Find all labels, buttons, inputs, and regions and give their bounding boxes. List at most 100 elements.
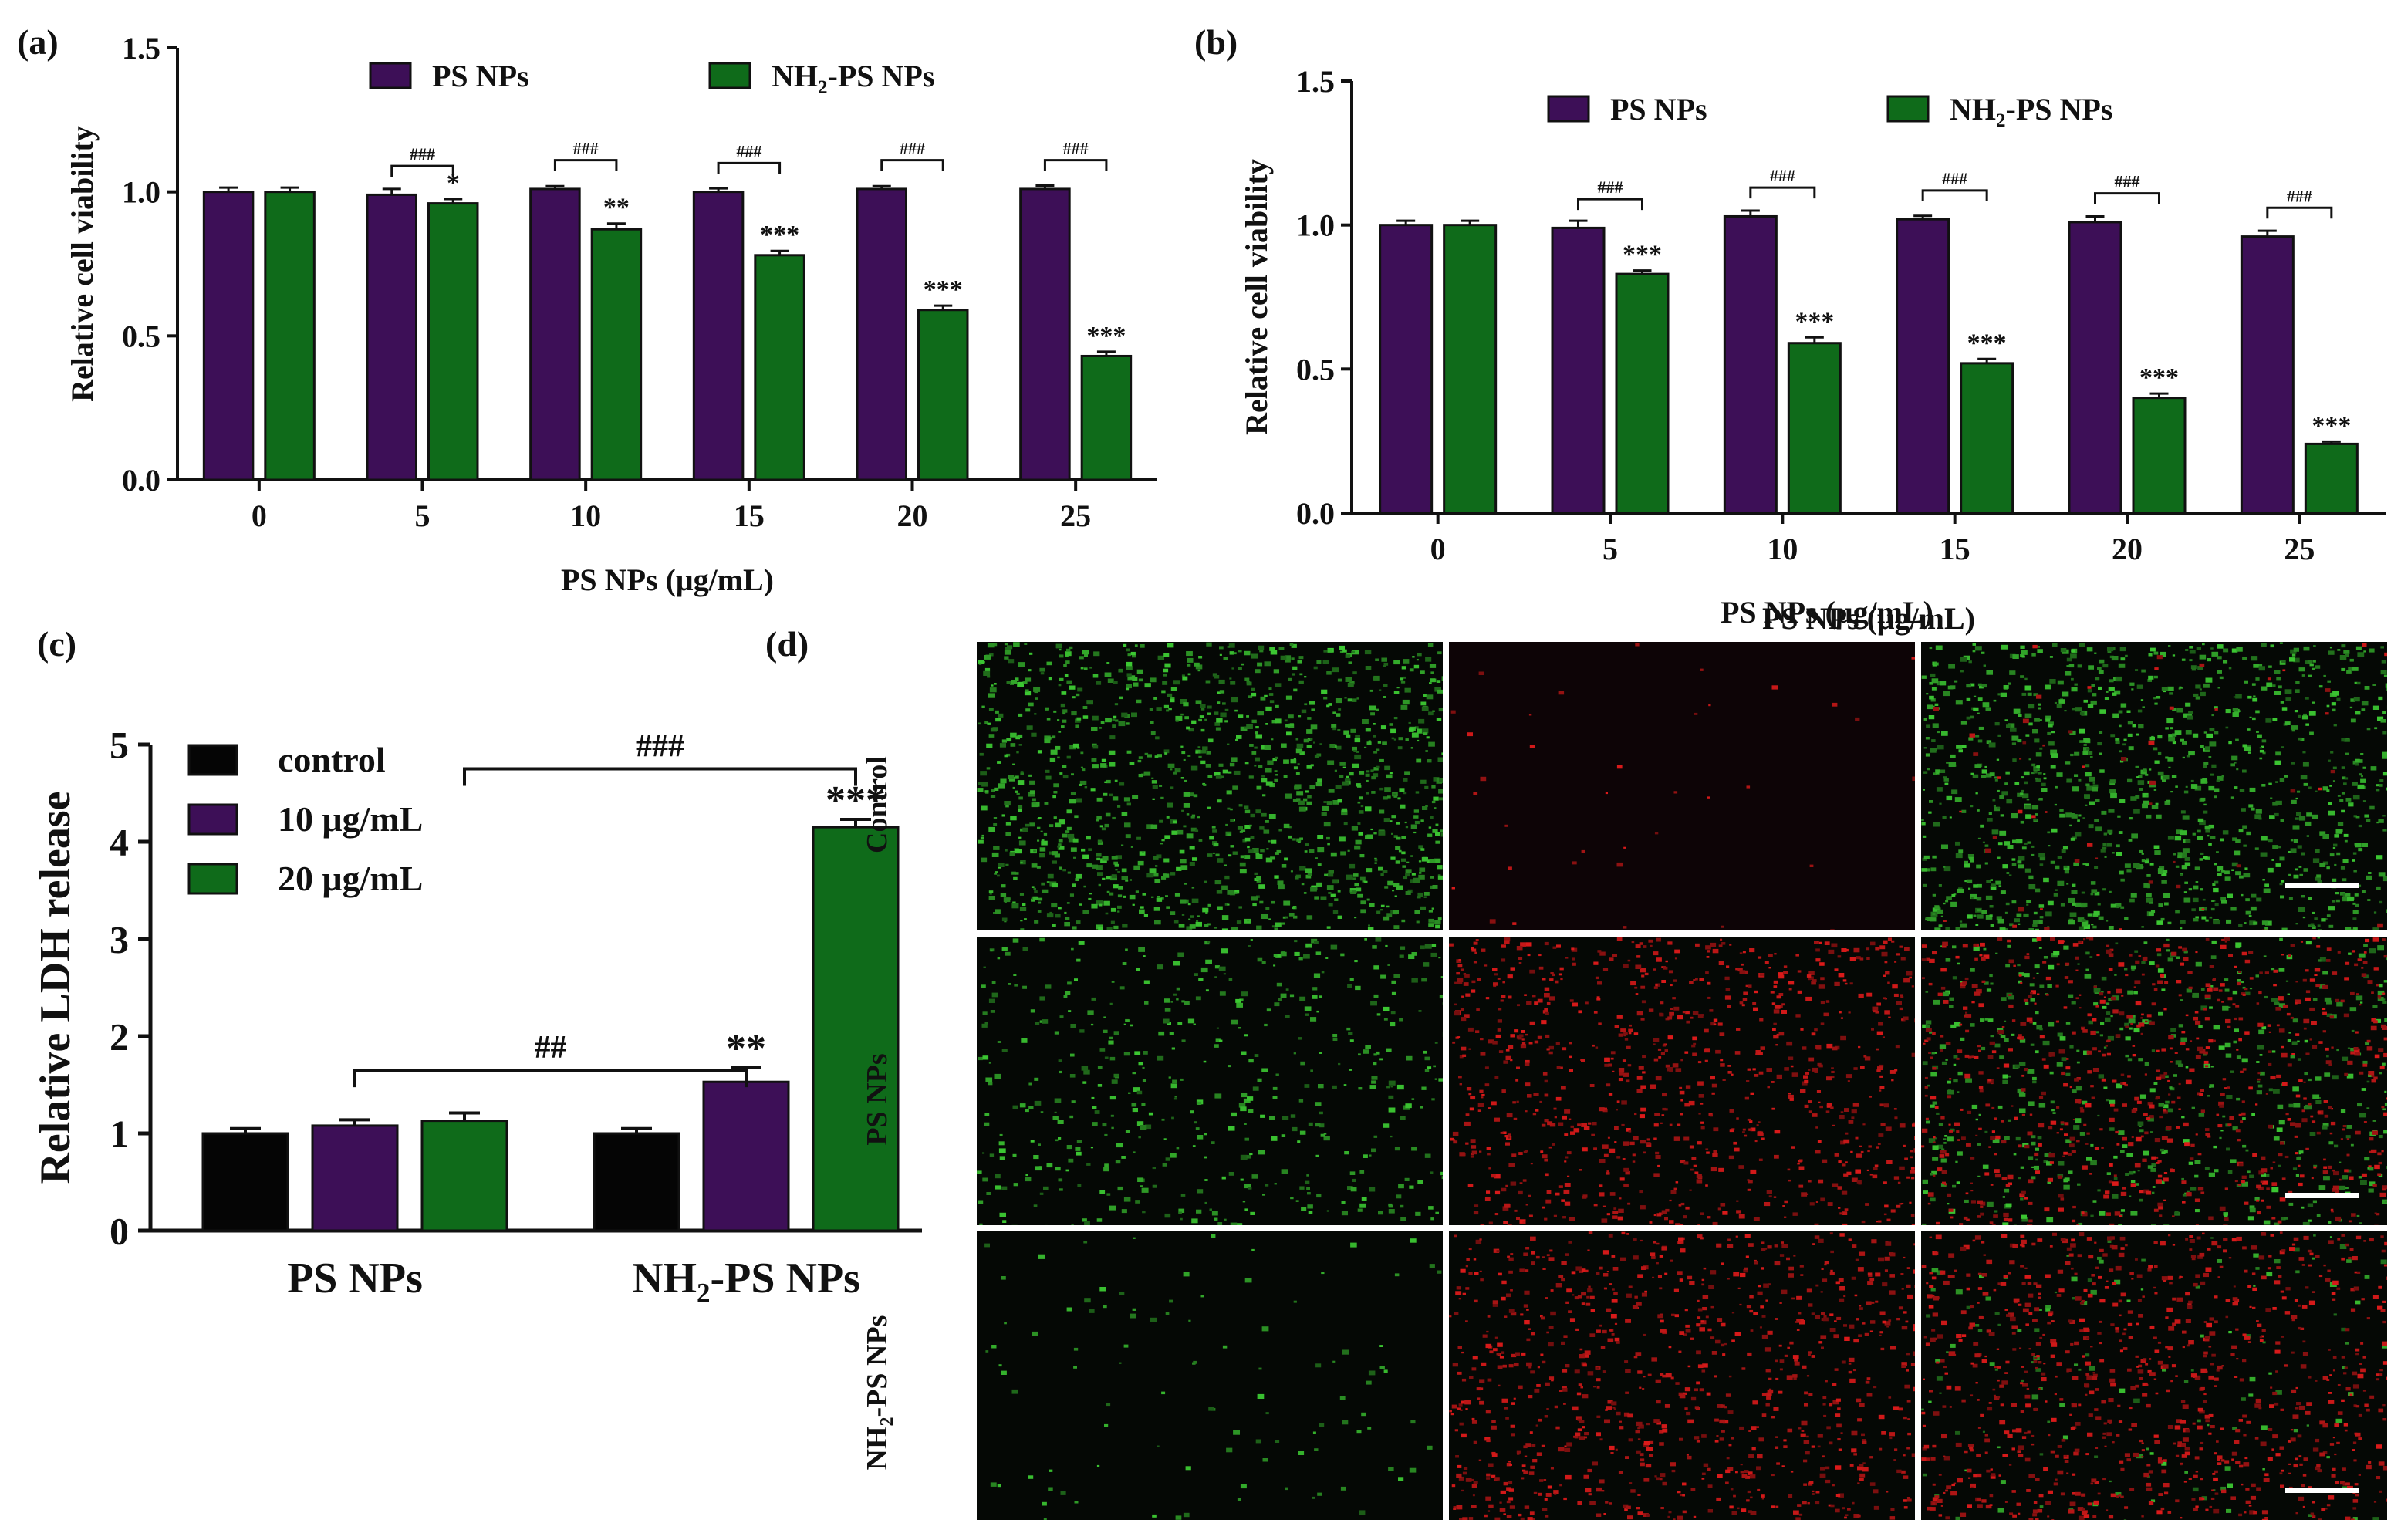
bar-nh2 — [2304, 442, 2359, 515]
bar-ps — [202, 191, 255, 481]
x-tick-label: 0 — [1430, 532, 1446, 566]
scale-bar — [2285, 883, 2359, 888]
y-tick-label: 0.5 — [1296, 352, 1335, 387]
legend-swatch-nh2 — [708, 62, 751, 89]
bar-nh2 — [2132, 397, 2187, 515]
bar-ps — [2240, 235, 2295, 515]
bar-0 — [593, 1132, 680, 1232]
legend-label-0: control — [278, 740, 386, 779]
y-tick-label: 1.5 — [122, 31, 160, 66]
micrograph-speckle — [1449, 1231, 1915, 1520]
bar-ps — [2068, 221, 2122, 515]
micrograph-r1-c2 — [1918, 934, 2390, 1228]
y-tick-label: 0 — [110, 1210, 129, 1253]
significance-stars: *** — [924, 275, 963, 304]
bar-1 — [311, 1124, 399, 1232]
x-tick-label: 5 — [415, 498, 431, 533]
significance-hashes: ### — [1063, 139, 1089, 158]
y-tick-label: 5 — [110, 724, 129, 767]
significance-hashes: ### — [2115, 172, 2140, 191]
legend-swatch-2 — [187, 863, 238, 895]
significance-hashes: ### — [900, 139, 925, 158]
significance-hashes: ### — [573, 139, 599, 158]
scale-bar — [2285, 1488, 2359, 1493]
legend-swatch-ps — [1547, 95, 1590, 123]
significance-bracket — [353, 1069, 748, 1088]
legend-swatch-nh2 — [1886, 95, 1930, 123]
micrograph-r0-c1 — [1446, 639, 1918, 934]
bar-0 — [201, 1132, 289, 1232]
bar-ps — [1896, 218, 1950, 515]
x-tick-label: 0 — [252, 498, 267, 533]
x-tick-label: 25 — [1060, 498, 1091, 533]
legend-label-ps: PS NPs — [1610, 92, 1707, 127]
legend-label-nh2: NH2-PS NPs — [1950, 92, 2112, 131]
micrograph-speckle — [977, 937, 1443, 1225]
significance-stars: ** — [726, 1026, 766, 1070]
significance-bracket — [880, 159, 944, 171]
significance-hashes: ### — [2287, 186, 2312, 205]
significance-stars: * — [447, 169, 460, 198]
y-tick-label: 1 — [110, 1113, 129, 1156]
bar-nh2 — [264, 191, 316, 481]
legend-swatch-1 — [187, 803, 238, 836]
y-tick-label: 1.5 — [1296, 64, 1335, 99]
x-tick-label: 20 — [2112, 532, 2143, 566]
bar-nh2 — [1960, 362, 2014, 515]
y-tick-label: 2 — [110, 1015, 129, 1059]
bar-ps — [692, 191, 745, 481]
significance-stars: *** — [1795, 307, 1834, 336]
significance-stars: *** — [826, 778, 886, 822]
bar-2 — [420, 1120, 508, 1232]
significance-stars: ** — [603, 194, 630, 222]
row-label-nh2: NH2-PS NPs — [861, 1315, 897, 1471]
panel-label-c: (c) — [37, 624, 77, 664]
bar-nh2 — [1443, 224, 1498, 515]
bar-nh2 — [754, 254, 805, 481]
significance-stars: *** — [1086, 322, 1126, 350]
bar-nh2 — [917, 309, 969, 481]
y-tick-label: 0.0 — [1296, 496, 1335, 531]
significance-stars: *** — [760, 221, 799, 249]
x-tick-label: 10 — [1767, 532, 1798, 566]
bar-ps — [529, 187, 581, 481]
significance-bracket — [1921, 189, 1988, 201]
significance-bracket — [2094, 192, 2160, 204]
y-axis-label: Relative LDH release — [32, 791, 79, 1184]
bar-1 — [702, 1080, 790, 1232]
micrograph-speckle — [1450, 643, 1915, 930]
significance-bracket — [1043, 159, 1108, 171]
significance-hashes: ### — [410, 144, 435, 164]
significance-bracket — [390, 164, 454, 177]
micrograph-speckle — [1449, 937, 1915, 1225]
micrograph-speckle — [984, 1234, 1442, 1520]
micrograph-r1-c1 — [1446, 934, 1918, 1228]
bar-2 — [812, 826, 900, 1232]
x-axis-label: PS NPs (μg/mL) — [1762, 601, 1975, 636]
significance-hashes: ### — [636, 729, 684, 765]
x-tick-label: 5 — [1602, 532, 1618, 566]
significance-hashes: ## — [535, 1030, 567, 1066]
micrograph-speckle — [977, 642, 1443, 930]
legend-swatch-0 — [187, 744, 238, 776]
x-axis-label: PS NPs (μg/mL) — [561, 562, 774, 597]
legend-label-1: 10 μg/mL — [278, 799, 423, 839]
bar-ps — [366, 193, 417, 481]
bar-ps — [1723, 214, 1778, 515]
significance-bracket — [553, 159, 618, 171]
micrograph-r0-c0 — [974, 639, 1446, 934]
micrograph-speckle — [1921, 642, 2387, 930]
chart-b: 0.0 0.5 1.0 1.5 Relative cell viability 0 5 ***… — [1239, 64, 2386, 636]
significance-hashes: ### — [1770, 166, 1795, 185]
y-tick-label: 0.0 — [122, 463, 160, 498]
bar-nh2 — [1080, 354, 1133, 481]
panel-label-d: (d) — [765, 624, 809, 664]
significance-bracket — [1749, 186, 1816, 199]
y-tick-label: 0.5 — [122, 319, 160, 353]
significance-hashes: ### — [1598, 177, 1623, 197]
x-tick-label-ps: PS NPs — [287, 1255, 423, 1302]
x-tick-label: 20 — [897, 498, 928, 533]
micrograph-r2-c0 — [974, 1228, 1446, 1523]
significance-hashes: ### — [1942, 169, 1967, 188]
panel-label-b: (b) — [1194, 22, 1238, 62]
